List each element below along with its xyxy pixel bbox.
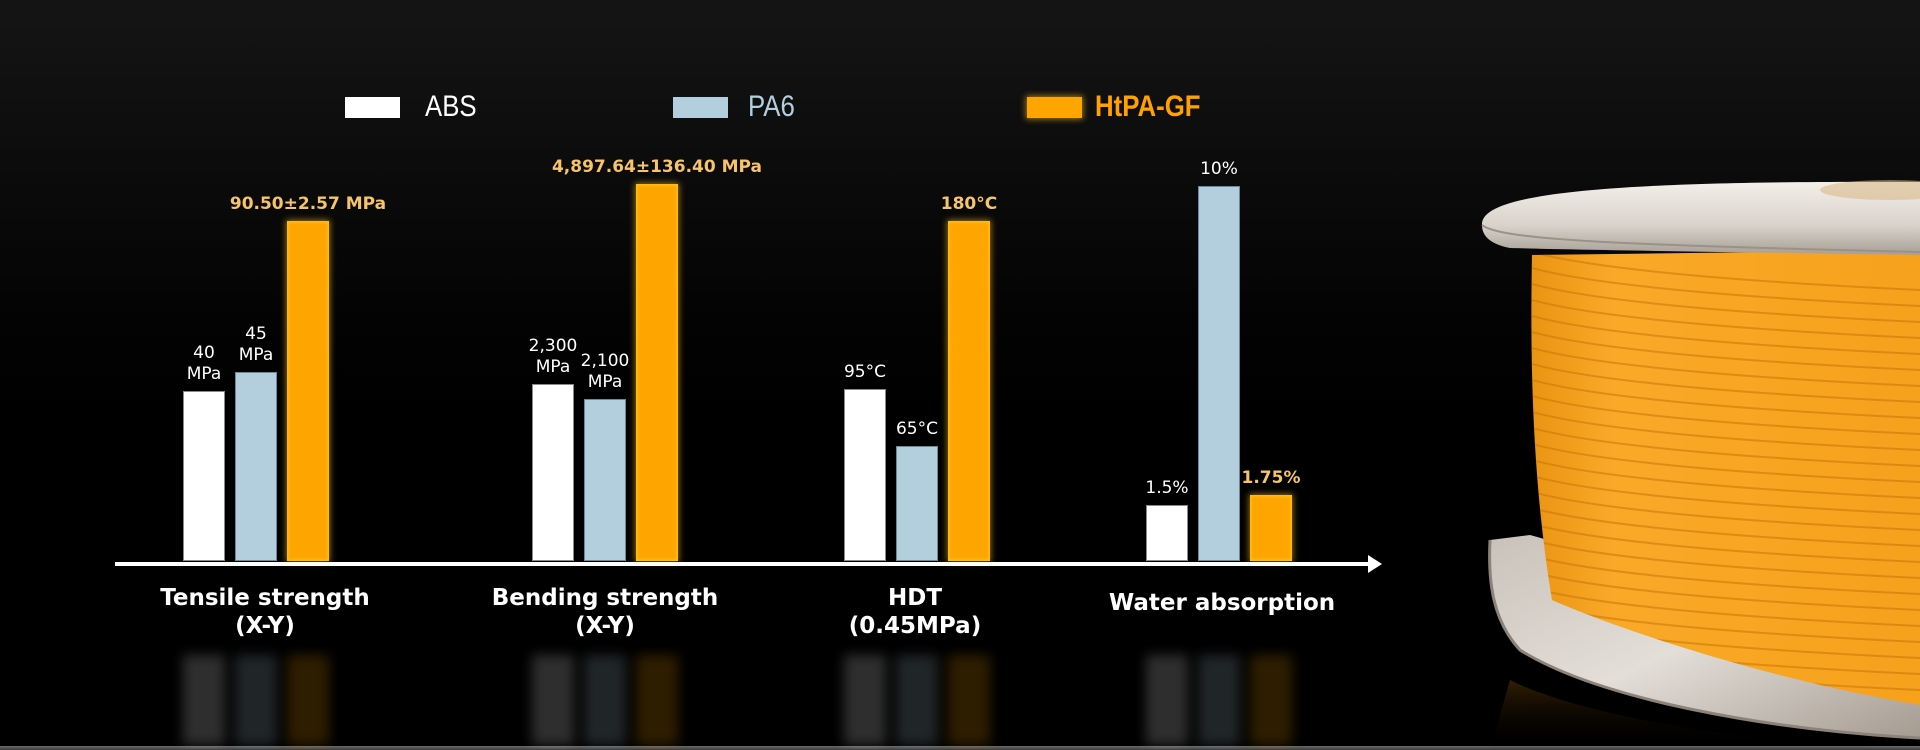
- legend-swatch-pa6: [673, 97, 728, 118]
- bar-pa6: [235, 371, 277, 561]
- bar-htpa-gf: [1250, 495, 1292, 561]
- data-label-pa6: 45 MPa: [239, 324, 274, 366]
- category-label-water-absorption: Water absorption: [1109, 589, 1335, 617]
- filament-winding: [1531, 345, 1920, 387]
- bar-htpa-gf: [948, 220, 990, 561]
- data-label-pa6: 65°C: [896, 419, 938, 440]
- filament-winding: [1531, 425, 1920, 467]
- filament-winding: [1531, 489, 1920, 531]
- data-label-line: 45: [245, 323, 267, 344]
- data-label-line: 95°C: [843, 362, 887, 383]
- data-label-line: 40: [193, 342, 215, 363]
- bar-pa6: [584, 399, 626, 561]
- data-label-line: 90.50±2.57 MPa: [229, 193, 387, 214]
- filament-spool-image: [1481, 180, 1920, 750]
- category-label-line1: HDT: [887, 585, 943, 611]
- filament-winding: [1531, 537, 1920, 579]
- category-label-line1: Water absorption: [1108, 590, 1336, 616]
- data-label-line: 2,100: [580, 351, 630, 372]
- data-label-htpa-gf: 1.75%: [1242, 468, 1301, 489]
- data-label-line: 180°C: [940, 193, 998, 214]
- filament-winding: [1531, 505, 1920, 547]
- data-label-line: 1.5%: [1145, 477, 1189, 498]
- category-label-line1: Tensile strength: [160, 585, 370, 611]
- data-label-htpa-gf: 4,897.64±136.40 MPa: [552, 157, 762, 178]
- bar-reflection: [948, 655, 990, 745]
- filament-winding: [1531, 521, 1920, 563]
- x-axis-arrow-icon: [1368, 555, 1382, 573]
- legend-swatch-abs: [345, 97, 400, 118]
- filament-winding: [1531, 553, 1920, 595]
- category-label-line2: (X-Y): [235, 613, 295, 639]
- x-axis-line: [115, 562, 1372, 566]
- data-label-abs: 95°C: [844, 362, 886, 383]
- bar-abs: [532, 383, 574, 561]
- legend-label-abs: ABS: [425, 90, 477, 123]
- category-label-tensile-strength: Tensile strength (X-Y): [160, 584, 370, 640]
- category-label-hdt: HDT (0.45MPa): [849, 584, 981, 640]
- category-label-line1: Bending strength: [491, 585, 719, 611]
- filament-winding: [1531, 393, 1920, 435]
- legend-label-htpa-gf: HtPA-GF: [1095, 90, 1201, 123]
- filament-winding: [1531, 313, 1920, 355]
- data-label-htpa-gf: 90.50±2.57 MPa: [230, 194, 386, 215]
- filament-winding: [1531, 265, 1920, 307]
- filament-winding: [1531, 297, 1920, 339]
- legend-swatch-htpa-gf: [1027, 97, 1082, 118]
- filament-winding: [1531, 281, 1920, 323]
- data-label-line: 10%: [1200, 159, 1238, 179]
- filament-winding: [1531, 441, 1920, 483]
- category-label-line2: (0.45MPa): [848, 613, 982, 639]
- bar-reflection: [235, 655, 277, 745]
- filament-winding: [1531, 329, 1920, 371]
- bar-pa6: [896, 446, 938, 561]
- filament-winding: [1531, 457, 1920, 499]
- filament-winding: [1531, 585, 1920, 627]
- data-label-line: MPa: [587, 372, 623, 393]
- bar-abs: [844, 389, 886, 561]
- bar-htpa-gf: [287, 220, 329, 561]
- bar-pa6: [1198, 186, 1240, 561]
- data-label-abs: 1.5%: [1145, 478, 1188, 499]
- data-label-line: 65°C: [895, 419, 939, 440]
- data-label-line: 2,300: [528, 335, 578, 356]
- bar-reflection: [532, 655, 574, 745]
- data-label-line: MPa: [535, 356, 571, 377]
- data-label-abs: 40 MPa: [187, 343, 222, 385]
- data-label-pa6: 10%: [1200, 159, 1238, 180]
- bar-abs: [1146, 504, 1188, 561]
- filament-winding: [1531, 361, 1920, 403]
- data-label-htpa-gf: 180°C: [941, 194, 997, 215]
- data-label-line: 4,897.64±136.40 MPa: [551, 156, 763, 177]
- filament-winding: [1531, 250, 1920, 291]
- data-label-line: MPa: [238, 344, 274, 365]
- bar-reflection: [844, 655, 886, 745]
- filament-winding: [1531, 569, 1920, 611]
- data-label-line: 1.75%: [1241, 468, 1301, 489]
- filament-winding: [1531, 473, 1920, 515]
- bar-reflection: [1198, 655, 1240, 745]
- data-label-abs: 2,300 MPa: [529, 336, 578, 378]
- bar-reflection: [584, 655, 626, 745]
- bar-reflection: [183, 655, 225, 745]
- bar-abs: [183, 390, 225, 561]
- bar-htpa-gf: [636, 183, 678, 561]
- bar-reflection: [1250, 655, 1292, 745]
- bar-reflection: [636, 655, 678, 745]
- filament-winding: [1531, 377, 1920, 419]
- data-label-pa6: 2,100 MPa: [581, 351, 630, 393]
- category-label-bending-strength: Bending strength (X-Y): [492, 584, 719, 640]
- legend-label-pa6: PA6: [748, 90, 795, 123]
- filament-winding: [1531, 409, 1920, 451]
- bar-reflection: [896, 655, 938, 745]
- bar-reflection: [287, 655, 329, 745]
- bar-reflection: [1146, 655, 1188, 745]
- data-label-line: MPa: [186, 363, 222, 384]
- category-label-line2: (X-Y): [575, 613, 635, 639]
